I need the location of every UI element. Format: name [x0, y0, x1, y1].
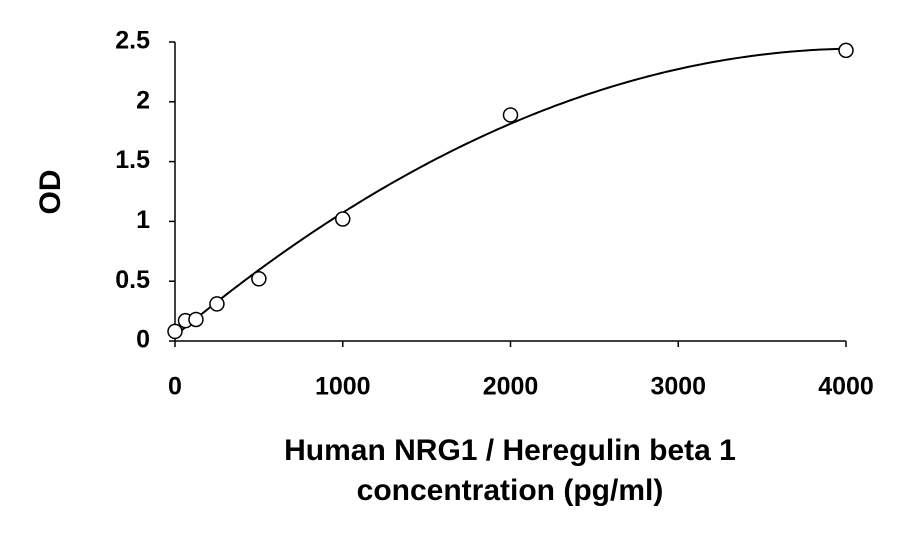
y-tick-label: 1.5 — [115, 146, 150, 174]
x-tick-label: 0 — [168, 373, 182, 401]
y-tick-label: 0 — [136, 326, 150, 354]
x-tick-label: 2000 — [483, 373, 539, 401]
y-axis-title: OD — [34, 170, 67, 215]
x-tick-label: 1000 — [315, 373, 371, 401]
data-point — [251, 271, 267, 287]
y-tick-label: 2 — [136, 86, 150, 114]
y-tick-label: 0.5 — [115, 266, 150, 294]
data-point — [335, 211, 351, 227]
data-point — [209, 296, 225, 312]
x-tick-label: 3000 — [650, 373, 706, 401]
x-axis-title: Human NRG1 / Heregulin beta 1 — [284, 434, 736, 467]
y-tick-label: 2.5 — [115, 27, 150, 55]
data-point — [502, 107, 519, 123]
y-tick-label: 1 — [136, 206, 150, 234]
x-axis-title: concentration (pg/ml) — [357, 474, 664, 507]
data-point — [188, 311, 204, 328]
x-tick-label: 4000 — [818, 373, 874, 401]
data-point — [838, 42, 854, 59]
data-point — [167, 323, 183, 340]
trend-line — [174, 47, 847, 337]
